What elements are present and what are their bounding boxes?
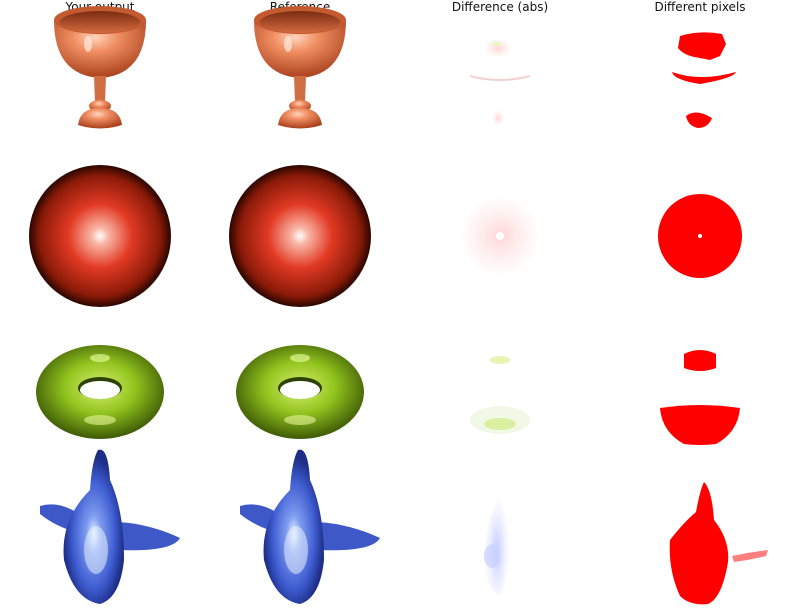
plane-difference (484, 484, 510, 596)
sphere-reference (229, 165, 371, 307)
column-header-different-pixels: Different pixels (654, 0, 746, 14)
goblet-difference (469, 38, 531, 126)
plane-your-output (40, 449, 180, 604)
sphere-different-pixels (658, 194, 742, 278)
torus-difference (470, 356, 530, 434)
torus-different-pixels (660, 350, 740, 445)
goblet-reference (254, 6, 346, 129)
column-header-difference: Difference (abs) (451, 0, 549, 14)
sphere-your-output (29, 165, 171, 307)
plane-reference (240, 449, 380, 604)
torus-your-output (36, 345, 164, 439)
goblet-your-output (54, 6, 146, 129)
goblet-different-pixels (672, 32, 736, 128)
torus-reference (236, 345, 364, 439)
plane-different-pixels (669, 482, 768, 605)
sphere-difference (460, 196, 540, 276)
